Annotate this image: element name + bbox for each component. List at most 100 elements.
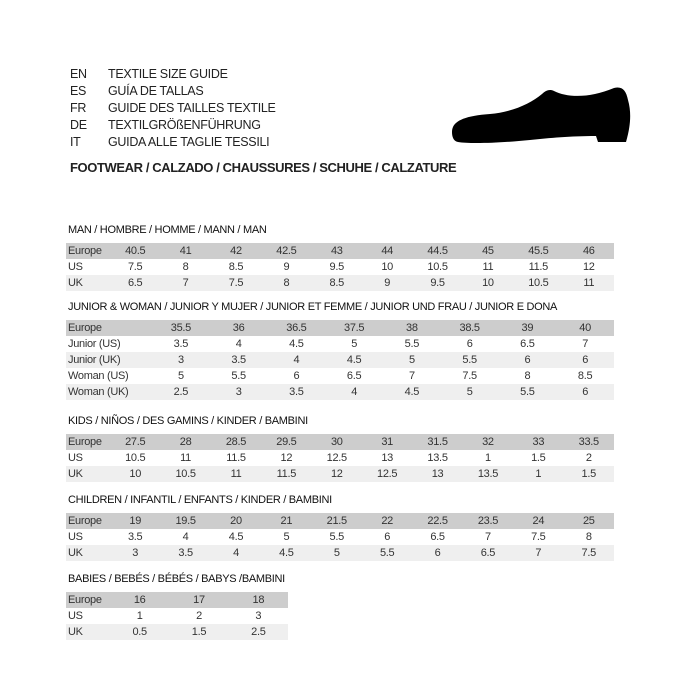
size-cell: 11 [482,261,494,273]
size-cell: 5 [351,338,358,350]
row-label: Woman (US) [68,370,129,382]
language-code: EN [70,67,87,81]
table-row: US 1 2 3 [66,608,288,624]
table-children: CHILDREN / INFANTIL / ENFANTS / KINDER /… [66,494,614,561]
language-row: EN TEXTILE SIZE GUIDE [70,67,228,81]
size-cell: 7 [485,531,491,543]
table-row: US 3.5 4 4.5 5 5.5 6 6.5 7 7.5 8 [66,529,614,545]
size-cell: 7.5 [531,531,546,543]
size-cell: 25 [563,513,614,529]
table-header-row: Europe 35.5 36 36.5 37.5 38 38.5 39 40 [66,320,614,336]
size-cell: 12 [280,452,293,464]
size-cell: 5 [177,370,184,382]
size-cell: 12.5 [361,466,413,482]
row-label: US [68,261,83,273]
size-cell: 7 [408,370,415,382]
size-cell: 11.5 [261,466,312,482]
size-cell: 5 [440,384,499,400]
size-cell: 3.5 [209,352,268,368]
footwear-subtitle: FOOTWEAR / CALZADO / CHAUSSURES / SCHUHE… [70,160,457,175]
size-cell: 1 [485,452,491,464]
size-cell: 2.5 [228,624,288,640]
size-cell: 38 [383,320,441,336]
size-table: Europe 35.5 36 36.5 37.5 38 38.5 39 40 Junior (US… [66,320,614,400]
size-cell: 13.5 [427,452,448,464]
size-cell: 5.5 [231,370,246,382]
size-table: Europe 27.5 28 28.5 29.5 30 31 31.5 32 33 33.5 US 10… [66,434,614,482]
size-cell: 22 [361,513,413,529]
size-cell: 11 [210,466,262,482]
size-cell: 10 [381,261,393,273]
size-cell: 7.5 [462,370,477,382]
size-cell: 37.5 [325,320,383,336]
size-cell: 28 [160,434,211,450]
language-row: FR GUIDE DES TAILLES TEXTILE [70,101,276,115]
size-cell: 8 [182,261,189,273]
size-cell: 4 [267,352,326,368]
table-babies: BABIES / BEBÉS / BÉBÉS / BABYS /BAMBINI … [66,573,288,640]
row-label: Europe [66,592,110,608]
size-cell: 1.5 [531,452,546,464]
size-cell: 19.5 [160,513,211,529]
size-cell: 29.5 [261,434,312,450]
size-table: Europe 19 19.5 20 21 21.5 22 22.5 23.5 24 25 US 3.5 4… [66,513,614,561]
table-row: US 10.5 11 11.5 12 12.5 13 13.5 1 1.5 2 [66,450,614,466]
size-table: Europe 16 17 18 US 1 2 3 UK 0.5 1.5 2.5 [66,592,288,640]
table-header-row: Europe 16 17 18 [66,592,288,608]
size-cell: 8.5 [577,370,593,382]
size-cell: 7.5 [127,261,143,273]
size-cell: 6.5 [430,531,445,543]
size-cell: 2 [585,452,592,464]
size-cell: 4.5 [383,384,441,400]
row-label: UK [66,466,110,482]
size-cell: 40 [556,320,614,336]
row-label: Europe [66,434,110,450]
language-code: ES [70,84,87,98]
size-cell: 45.5 [513,243,564,259]
size-cell: 20 [210,513,262,529]
size-cell: 6.5 [110,275,161,291]
table-row: UK 3 3.5 4 4.5 5 5.5 6 6.5 7 7.5 [66,545,614,561]
size-cell: 8 [524,370,531,382]
size-cell: 4 [182,531,189,543]
size-cell: 43 [311,243,362,259]
size-cell: 24 [513,513,564,529]
size-cell: 9 [361,275,413,291]
size-cell: 31.5 [412,434,463,450]
language-row: ES GUÍA DE TALLAS [70,84,204,98]
size-cell: 9.5 [329,261,345,273]
size-cell: 7.5 [563,545,614,561]
size-cell: 46 [563,243,614,259]
size-cell: 6 [466,338,473,350]
size-cell: 36.5 [267,320,326,336]
size-cell: 4 [325,384,383,400]
size-cell: 5.5 [361,545,413,561]
size-cell: 2 [196,610,202,622]
table-header-row: Europe 40.5 41 42 42.5 43 44 44.5 45 45.5 46 [66,243,614,259]
size-cell: 10.5 [513,275,564,291]
size-cell: 18 [228,592,288,608]
table-title: MAN / HOMBRE / HOMME / MANN / MAN [68,224,267,236]
size-cell: 4 [210,545,262,561]
size-cell: 3 [110,545,161,561]
size-cell: 9 [283,261,290,273]
row-label: UK [66,545,110,561]
size-cell: 4.5 [261,545,312,561]
table-row: Woman (US) 5 5.5 6 6.5 7 7.5 8 8.5 [66,368,614,384]
size-cell: 3.5 [173,338,189,350]
size-cell: 6.5 [520,338,535,350]
language-row: DE TEXTILGRÖßENFÜHRUNG [70,118,261,132]
size-cell: 12 [582,261,595,273]
size-cell: 12.5 [326,452,348,464]
size-cell: 36 [209,320,268,336]
size-cell: 13 [412,466,463,482]
size-cell: 7 [160,275,211,291]
size-cell: 7.5 [210,275,262,291]
size-cell: 42 [210,243,262,259]
table-row: UK 0.5 1.5 2.5 [66,624,288,640]
table-man: MAN / HOMBRE / HOMME / MANN / MAN Europe… [66,224,614,291]
table-row: Junior (UK) 3 3.5 4 4.5 5 5.5 6 6 [66,352,614,368]
size-cell: 6.5 [346,370,362,382]
size-cell: 8 [261,275,312,291]
size-cell: 39 [498,320,557,336]
